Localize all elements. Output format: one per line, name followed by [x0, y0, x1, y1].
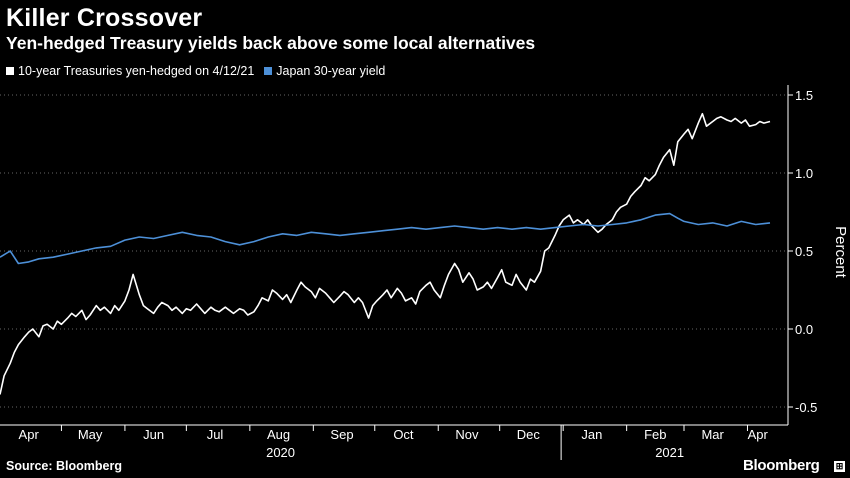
x-tick-label: Sep	[330, 427, 353, 442]
y-tick-label: 0.5	[795, 244, 813, 259]
series-line-treasuries	[0, 112, 771, 395]
x-tick-label: Jan	[581, 427, 602, 442]
brand-badge-icon: ⊞	[834, 461, 845, 472]
y-tick-label: 1.5	[795, 88, 813, 103]
y-tick-label: -0.5	[795, 400, 817, 415]
brand-logo: Bloomberg	[743, 457, 820, 474]
legend-label-japan-30y: Japan 30-year yield	[276, 64, 386, 78]
x-tick-label: May	[78, 427, 103, 442]
x-year-label: 2021	[655, 445, 684, 460]
x-tick-label: Jul	[207, 427, 224, 442]
legend: 10-year Treasuries yen-hedged on 4/12/21…	[6, 64, 395, 78]
chart-title: Killer Crossover	[6, 4, 203, 32]
x-tick-label: Oct	[393, 427, 414, 442]
legend-swatch-japan-30y	[264, 67, 273, 75]
legend-swatch-treasuries	[6, 67, 14, 75]
legend-item-japan-30y: Japan 30-year yield	[264, 64, 385, 78]
x-tick-label: Apr	[19, 427, 40, 442]
legend-label-treasuries: 10-year Treasuries yen-hedged on 4/12/21	[18, 64, 255, 78]
x-tick-label: Dec	[517, 427, 541, 442]
x-tick-label: Mar	[701, 427, 724, 442]
x-tick-label: Jun	[143, 427, 164, 442]
y-tick-label: 1.0	[795, 166, 813, 181]
y-tick-label: 0.0	[795, 322, 813, 337]
legend-item-treasuries: 10-year Treasuries yen-hedged on 4/12/21	[6, 64, 254, 78]
x-tick-label: Apr	[748, 427, 769, 442]
x-tick-label: Feb	[644, 427, 666, 442]
series-line-japan-30y	[0, 212, 771, 265]
y-axis-label: Percent	[832, 226, 849, 279]
x-year-label: 2020	[266, 445, 295, 460]
source-note: Source: Bloomberg	[6, 459, 122, 473]
chart-subtitle: Yen-hedged Treasury yields back above so…	[6, 33, 536, 53]
x-tick-label: Aug	[267, 427, 290, 442]
x-tick-label: Nov	[455, 427, 479, 442]
